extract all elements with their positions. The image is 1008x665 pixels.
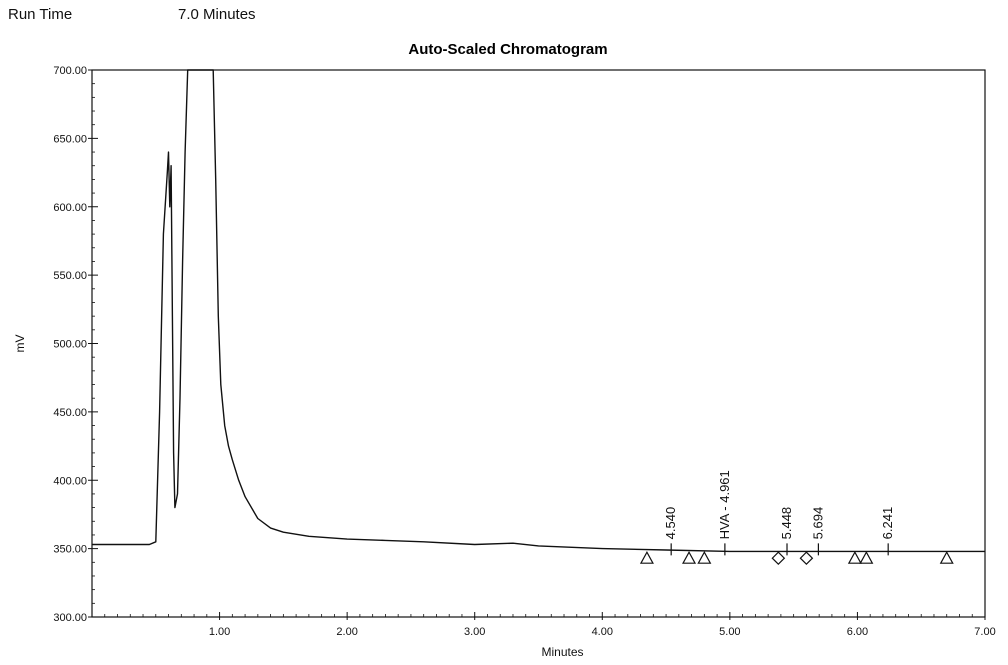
x-tick-label: 6.00: [847, 626, 868, 638]
x-tick-label: 4.00: [592, 626, 613, 638]
peak-label: HVA - 4.961: [717, 470, 732, 539]
x-tick-label: 2.00: [336, 626, 357, 638]
triangle-marker: [859, 550, 874, 564]
run-time-value: 7.0 Minutes: [178, 6, 256, 23]
peak-label: 4.540: [663, 507, 678, 540]
y-tick-label: 650.00: [53, 133, 87, 145]
peak-label: 6.241: [880, 507, 895, 540]
y-tick-label: 500.00: [53, 339, 87, 351]
chart-title: Auto-Scaled Chromatogram: [408, 41, 607, 58]
x-tick-label: 5.00: [719, 626, 740, 638]
peak-label: 5.448: [779, 507, 794, 540]
y-tick-label: 700.00: [53, 65, 87, 77]
triangle-marker: [697, 550, 712, 564]
run-time-label: Run Time: [8, 6, 73, 23]
triangle-marker: [682, 550, 697, 564]
diamond-marker: [799, 551, 814, 566]
triangle-marker: [939, 550, 954, 564]
y-tick-label: 350.00: [53, 544, 87, 556]
x-axis-label: Minutes: [541, 645, 583, 659]
y-tick-label: 300.00: [53, 612, 87, 624]
y-tick-label: 400.00: [53, 475, 87, 487]
y-axis-label: mV: [13, 335, 27, 353]
plot-area: 300.00 350.00 400.00 450.00 500.00 550.00 600.…: [53, 65, 995, 638]
y-tick-label: 550.00: [53, 270, 87, 282]
x-tick-label: 1.00: [209, 626, 230, 638]
x-tick-label: 7.00: [974, 626, 995, 638]
peak-label: 5.694: [810, 507, 825, 540]
y-tick-label: 450.00: [53, 407, 87, 419]
diamond-marker: [771, 551, 786, 566]
x-tick-label: 3.00: [464, 626, 485, 638]
y-tick-label: 600.00: [53, 202, 87, 214]
triangle-marker: [639, 550, 654, 564]
triangle-marker: [847, 550, 862, 564]
chromatogram-trace: [92, 69, 985, 553]
plot-frame: [91, 69, 986, 618]
